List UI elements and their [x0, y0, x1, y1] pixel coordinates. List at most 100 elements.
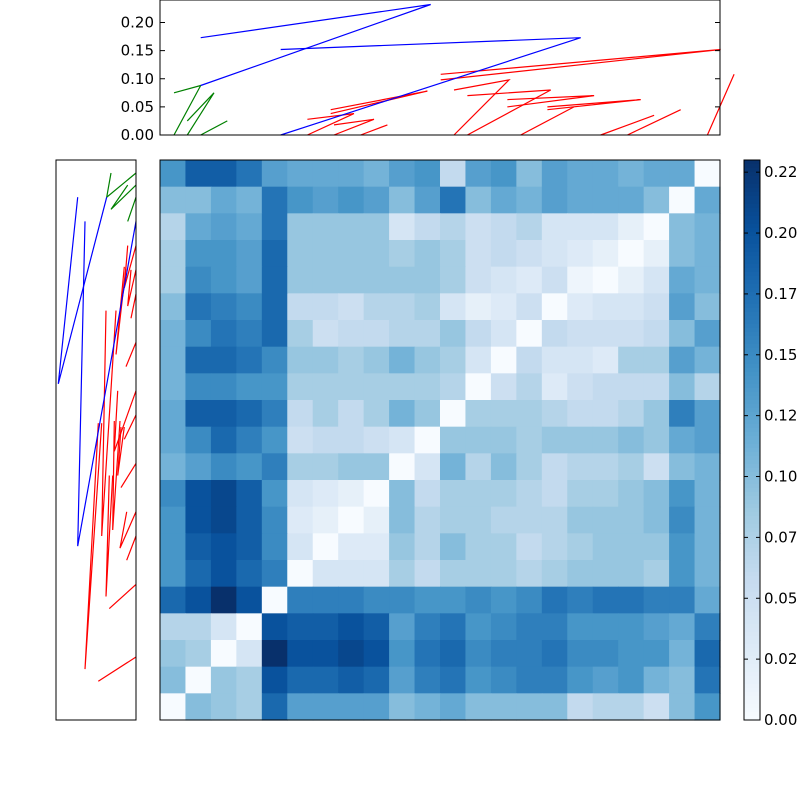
colorbar-gradient-segment — [744, 444, 760, 449]
colorbar-gradient-segment — [744, 396, 760, 401]
heatmap-cell — [312, 346, 339, 374]
heatmap-cell — [694, 586, 721, 614]
colorbar-gradient-segment — [744, 372, 760, 377]
colorbar-tick-label: 0.17 — [764, 285, 797, 303]
heatmap-cell — [440, 186, 467, 214]
heatmap-cell — [414, 666, 441, 694]
heatmap-cell — [160, 240, 187, 268]
heatmap-cell — [312, 160, 339, 188]
heatmap-cell — [261, 586, 288, 614]
heatmap-cell — [287, 426, 314, 454]
colorbar-gradient-segment — [744, 608, 760, 613]
heatmap-cell — [669, 266, 696, 294]
heatmap-cell — [210, 693, 237, 721]
heatmap-cell — [389, 346, 416, 374]
heatmap-cell — [287, 453, 314, 481]
heatmap-cell — [363, 320, 390, 348]
heatmap-cell — [414, 160, 441, 188]
heatmap-cell — [312, 186, 339, 214]
colorbar-gradient-segment — [744, 392, 760, 397]
colorbar-gradient-segment — [744, 476, 760, 481]
colorbar-gradient-segment — [744, 264, 760, 269]
colorbar-tick-label: 0.05 — [764, 589, 797, 607]
colorbar-gradient-segment — [744, 504, 760, 509]
heatmap-cell — [363, 346, 390, 374]
colorbar-tick-label: 0.15 — [764, 346, 797, 364]
colorbar-gradient-segment — [744, 296, 760, 301]
top-dendrogram-tick-label: 0.15 — [121, 42, 154, 60]
heatmap-cell — [592, 320, 619, 348]
colorbar-gradient-segment — [744, 240, 760, 245]
top-dendrogram-link — [440, 48, 721, 81]
heatmap-cell — [338, 400, 365, 428]
colorbar-gradient-segment — [744, 288, 760, 293]
heatmap-cell — [541, 426, 568, 454]
heatmap-cell — [643, 346, 670, 374]
heatmap-cell — [618, 400, 645, 428]
colorbar-gradient-segment — [744, 256, 760, 261]
heatmap-cell — [669, 586, 696, 614]
heatmap-cell — [414, 240, 441, 268]
colorbar-gradient-segment — [744, 292, 760, 297]
heatmap-cell — [389, 533, 416, 561]
colorbar-gradient-segment — [744, 192, 760, 197]
heatmap-cell — [490, 640, 517, 668]
colorbar-gradient-segment — [744, 368, 760, 373]
colorbar-gradient-segment — [744, 168, 760, 173]
colorbar-gradient-segment — [744, 532, 760, 537]
heatmap-cell — [618, 160, 645, 188]
colorbar-gradient-segment — [744, 472, 760, 477]
heatmap-cell — [414, 426, 441, 454]
heatmap-cell — [643, 213, 670, 241]
colorbar-gradient-segment — [744, 400, 760, 405]
heatmap-cell — [160, 453, 187, 481]
heatmap-cell — [287, 400, 314, 428]
heatmap-cell — [592, 693, 619, 721]
heatmap-cell — [261, 186, 288, 214]
heatmap-cell — [160, 560, 187, 588]
top-dendrogram-link — [600, 114, 655, 136]
heatmap-cell — [440, 586, 467, 614]
heatmap-cell — [160, 266, 187, 294]
colorbar-tick-label: 0.00 — [764, 711, 797, 729]
heatmap-cell — [490, 213, 517, 241]
heatmap-cell — [160, 213, 187, 241]
heatmap-cell — [643, 533, 670, 561]
colorbar-frame — [743, 159, 761, 721]
left-dendrogram-link — [125, 342, 137, 367]
heatmap-cell — [592, 240, 619, 268]
left-dendrogram-link — [77, 221, 137, 547]
heatmap-cell — [694, 693, 721, 721]
heatmap-cell — [287, 186, 314, 214]
heatmap-cell — [363, 506, 390, 534]
heatmap-cell — [567, 346, 594, 374]
heatmap-cell — [618, 293, 645, 321]
colorbar-gradient-segment — [744, 636, 760, 641]
colorbar-gradient-segment — [744, 260, 760, 265]
heatmap-cell — [440, 533, 467, 561]
heatmap-cell — [363, 560, 390, 588]
heatmap-cell — [338, 293, 365, 321]
heatmap-cell — [541, 480, 568, 508]
top-dendrogram-link — [186, 92, 215, 136]
heatmap-cell — [618, 346, 645, 374]
heatmap-cell — [618, 693, 645, 721]
heatmap-cell — [567, 666, 594, 694]
heatmap-cell — [465, 640, 492, 668]
colorbar-gradient-segment — [744, 428, 760, 433]
heatmap-cell — [287, 586, 314, 614]
heatmap-cell — [287, 533, 314, 561]
colorbar-gradient-segment — [744, 160, 760, 165]
colorbar-gradient-segment — [744, 652, 760, 657]
heatmap-cell — [312, 560, 339, 588]
heatmap-cell — [669, 426, 696, 454]
colorbar-gradient-segment — [744, 468, 760, 473]
heatmap-cell — [567, 266, 594, 294]
heatmap-cell — [185, 533, 212, 561]
colorbar-gradient-segment — [744, 344, 760, 349]
heatmap-cell — [312, 240, 339, 268]
heatmap-cell — [669, 480, 696, 508]
colorbar-gradient-segment — [744, 328, 760, 333]
heatmap-cell — [389, 240, 416, 268]
heatmap-cell — [618, 640, 645, 668]
